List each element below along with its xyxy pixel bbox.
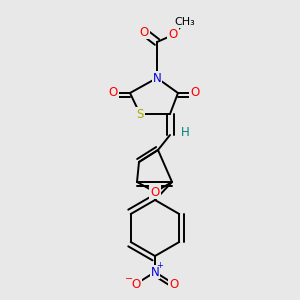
Text: O: O: [168, 28, 178, 41]
Text: +: +: [157, 260, 164, 269]
Text: O: O: [190, 86, 200, 100]
Text: O: O: [150, 185, 160, 199]
Text: N: N: [151, 266, 159, 278]
Text: O: O: [140, 26, 148, 38]
Text: −: −: [125, 274, 133, 284]
Text: N: N: [153, 71, 161, 85]
Text: CH₃: CH₃: [175, 17, 195, 27]
Text: O: O: [108, 86, 118, 100]
Text: O: O: [169, 278, 178, 290]
Text: S: S: [136, 107, 144, 121]
Text: H: H: [181, 125, 189, 139]
Text: O: O: [131, 278, 141, 290]
